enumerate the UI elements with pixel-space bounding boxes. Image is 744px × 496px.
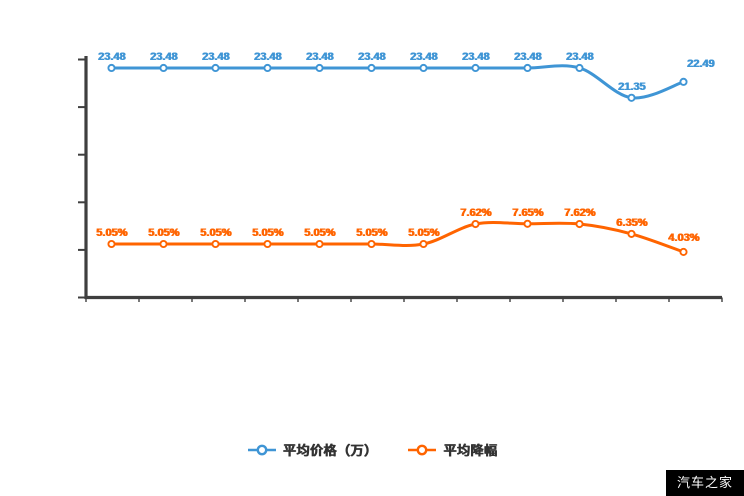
data-point-marker[interactable] <box>679 247 688 256</box>
data-point-label: 5.05% <box>200 227 231 239</box>
data-point-marker[interactable] <box>159 239 168 249</box>
data-point-label: 23.48 <box>567 51 595 63</box>
data-point-label: 5.05% <box>201 227 232 239</box>
data-point-label: 5.05% <box>304 227 335 239</box>
data-point-label: 23.48 <box>463 51 491 63</box>
data-point-label: 23.48 <box>306 51 334 63</box>
data-point-marker[interactable] <box>575 63 584 73</box>
data-point-label: 5.05% <box>356 227 387 239</box>
data-point-label: 5.05% <box>148 227 179 239</box>
data-point-marker[interactable] <box>471 63 480 73</box>
data-point-label: 7.65% <box>512 207 543 219</box>
data-point-label: 5.05% <box>357 227 388 239</box>
data-point-marker[interactable] <box>367 239 376 249</box>
data-point-label: 23.48 <box>307 51 335 63</box>
avg-discount-series: 5.05%5.05% 5.05%5.05% 5.05%5.05% 5.05%5.05%… <box>96 207 700 256</box>
avg-price-line <box>111 64 685 100</box>
data-point-marker[interactable] <box>471 219 480 229</box>
legend-label-avg-price: 平均价格（万） <box>282 443 378 458</box>
data-point-marker[interactable] <box>575 219 584 229</box>
data-point-label: 7.62% <box>565 207 596 219</box>
legend-item-avg-price[interactable]: 平均价格（万） <box>247 440 378 459</box>
data-point-label: 5.05% <box>252 227 283 239</box>
data-point-marker[interactable] <box>679 77 688 86</box>
data-point-label: 23.48 <box>255 51 283 63</box>
legend: 平均价格（万） 平均降幅 <box>0 440 744 459</box>
data-point-label: 23.48 <box>203 51 231 63</box>
data-point-label: 5.05% <box>149 227 180 239</box>
data-point-label: 23.48 <box>514 51 542 63</box>
line-marker-icon <box>247 444 276 455</box>
series-root: 23.48 23.48 23.48 23.48 23.48 23.48 23.48 23.48… <box>96 51 716 256</box>
data-point-label: 23.48 <box>151 51 179 63</box>
data-point-label: 23.48 <box>566 51 594 63</box>
data-point-label: 5.05% <box>96 227 127 239</box>
data-point-marker[interactable] <box>107 239 116 249</box>
data-point-label: 5.05% <box>305 227 336 239</box>
data-point-marker[interactable] <box>419 239 428 249</box>
data-point-label: 21.35 <box>618 81 646 93</box>
legend-label-avg-discount: 平均降幅 <box>443 443 498 458</box>
data-point-label: 23.48 <box>411 51 439 63</box>
data-point-marker[interactable] <box>211 63 220 73</box>
data-point-marker[interactable] <box>627 229 636 238</box>
data-point-marker[interactable] <box>523 219 532 228</box>
data-point-label: 21.35 <box>619 81 647 93</box>
data-point-label: 4.03% <box>669 232 700 244</box>
data-point-label: 23.48 <box>462 51 490 63</box>
axes <box>78 56 723 302</box>
x-axis-ticks <box>85 297 723 302</box>
data-point-marker[interactable] <box>159 63 168 73</box>
line-marker-icon <box>408 444 437 455</box>
avg-price-series: 23.48 23.48 23.48 23.48 23.48 23.48 23.48 23.48… <box>98 51 716 102</box>
data-point-label: 6.35% <box>616 217 647 229</box>
data-point-label: 5.05% <box>253 227 284 239</box>
data-point-label: 23.48 <box>150 51 178 63</box>
data-point-marker[interactable] <box>263 239 272 249</box>
watermark-text: 汽车之家 <box>676 475 733 490</box>
legend-item-avg-discount[interactable]: 平均降幅 <box>407 440 497 459</box>
data-point-label: 23.48 <box>99 51 127 63</box>
data-point-label: 7.62% <box>460 207 491 219</box>
data-point-label: 23.48 <box>515 51 543 63</box>
data-point-label: 23.48 <box>98 51 126 63</box>
watermark-autohome: 汽车之家 <box>666 470 744 496</box>
data-point-label: 23.48 <box>410 51 438 63</box>
data-point-marker[interactable] <box>107 63 116 73</box>
data-point-label: 7.65% <box>513 207 544 219</box>
data-point-label: 5.05% <box>408 227 439 239</box>
data-point-label: 5.05% <box>97 227 128 239</box>
data-point-marker[interactable] <box>315 239 324 249</box>
data-point-label: 23.48 <box>202 51 230 63</box>
data-point-label: 22.49 <box>688 58 716 70</box>
data-point-label: 23.48 <box>254 51 282 63</box>
data-point-label: 5.05% <box>409 227 440 239</box>
data-point-label: 7.62% <box>461 207 492 219</box>
data-point-label: 7.62% <box>564 207 595 219</box>
data-point-marker[interactable] <box>419 63 428 73</box>
data-point-marker[interactable] <box>367 63 376 73</box>
y-axis-ticks <box>78 58 86 299</box>
data-point-label: 6.35% <box>617 217 648 229</box>
data-point-label: 23.48 <box>359 51 387 63</box>
data-point-label: 22.49 <box>687 58 715 70</box>
avg-discount-line <box>111 220 684 254</box>
data-point-marker[interactable] <box>627 93 636 102</box>
data-point-marker[interactable] <box>315 63 324 73</box>
data-point-marker[interactable] <box>523 63 532 73</box>
data-point-label: 23.48 <box>358 51 386 63</box>
data-point-marker[interactable] <box>211 239 220 249</box>
data-point-label: 4.03% <box>668 232 699 244</box>
data-point-marker[interactable] <box>263 63 272 73</box>
